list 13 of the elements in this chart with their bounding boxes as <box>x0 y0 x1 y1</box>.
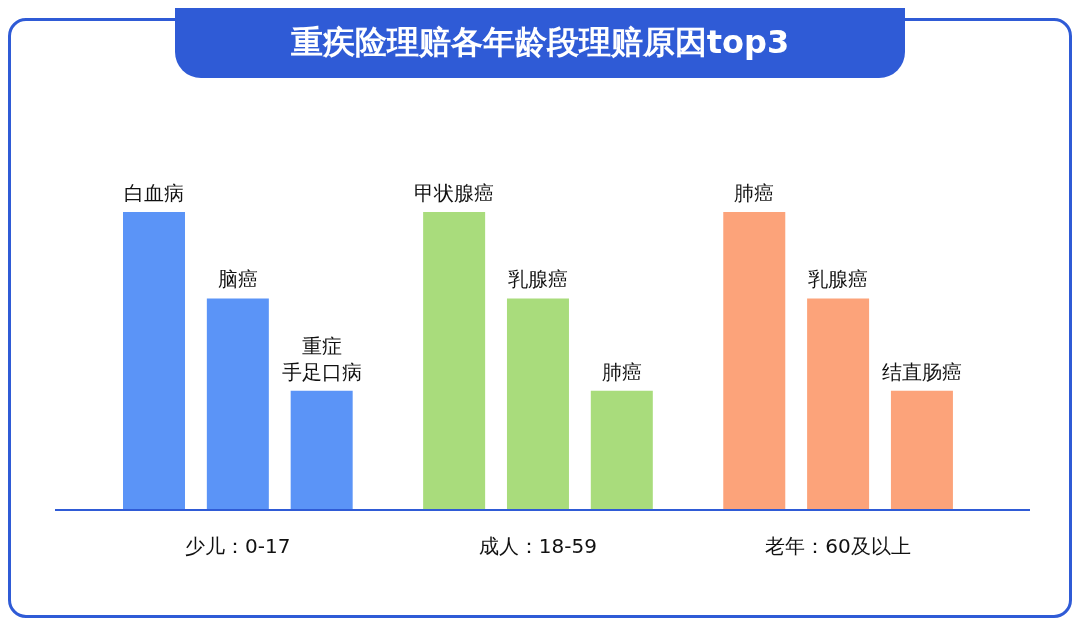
x-tick-label: 白血病 <box>124 181 185 205</box>
x-tick-label: 结直肠癌 <box>881 359 962 384</box>
x-tick-label: 肺癌 <box>734 181 775 205</box>
text: 老年：60及以上 <box>764 533 912 560</box>
x-tick-label: 乳腺癌 <box>808 267 869 292</box>
x-tick-label: 肺癌 <box>601 359 642 384</box>
text: 少儿：0-17 <box>184 533 292 560</box>
x-tick-label: 重症手足口病 <box>281 333 362 384</box>
x-tick-label: 脑癌 <box>217 267 258 292</box>
x-tick-label: 甲状腺癌 <box>414 181 495 205</box>
chart-title: 重疾险理赔各年龄段理赔原因top3 <box>175 8 905 78</box>
text: 成人：18-59 <box>477 533 598 560</box>
x-tick-label: 乳腺癌 <box>507 267 568 292</box>
